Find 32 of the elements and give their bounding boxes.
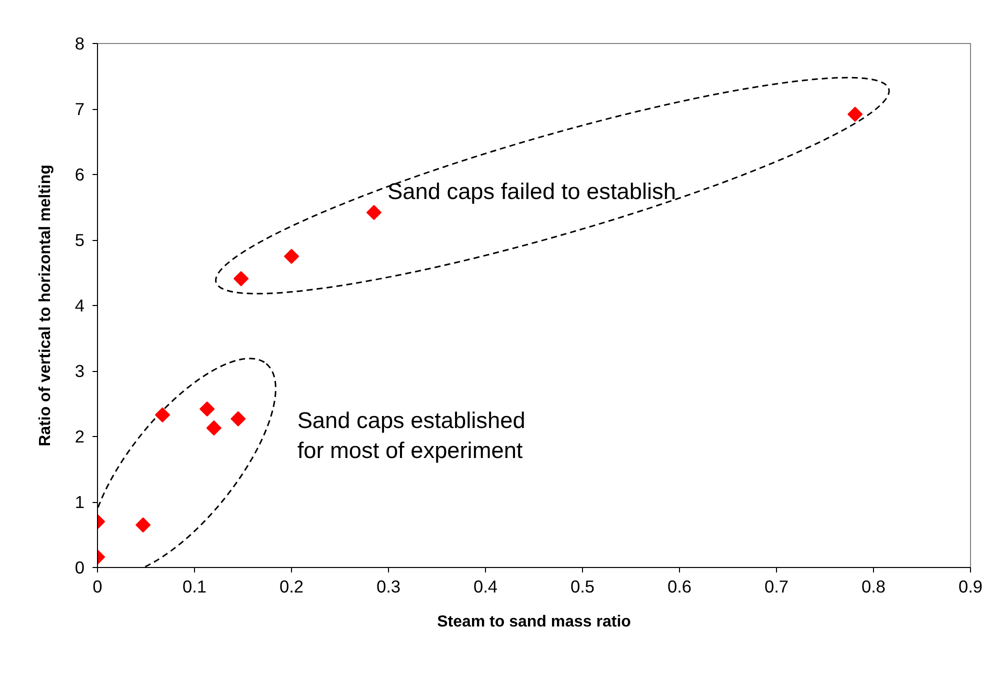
y-axis-title: Ratio of vertical to horizontal melting bbox=[36, 164, 54, 446]
point bbox=[136, 517, 151, 532]
point bbox=[848, 106, 863, 122]
x-tick-label: 0.7 bbox=[764, 576, 789, 596]
x-tick-label: 0.4 bbox=[473, 576, 498, 596]
y-tick-label: 4 bbox=[74, 296, 85, 316]
point bbox=[233, 271, 249, 286]
point bbox=[206, 420, 222, 436]
point bbox=[154, 407, 170, 422]
x-tick-label: 0.2 bbox=[279, 576, 304, 596]
y-tick-label: 8 bbox=[74, 34, 85, 54]
y-tick-label: 5 bbox=[74, 230, 85, 250]
point bbox=[230, 411, 246, 426]
point bbox=[366, 204, 382, 220]
x-tick-label: 0.9 bbox=[958, 576, 983, 596]
y-tick-label: 7 bbox=[74, 99, 85, 119]
point bbox=[200, 401, 215, 417]
y-tick-label: 2 bbox=[74, 426, 85, 446]
annotation: Sand caps failed to establish bbox=[388, 178, 676, 204]
x-tick-label: 0.3 bbox=[376, 576, 401, 596]
x-tick-label: 0.5 bbox=[570, 576, 595, 596]
x-tick-label: 0 bbox=[92, 576, 102, 596]
y-tick-label: 3 bbox=[74, 361, 85, 381]
point bbox=[284, 248, 300, 264]
annotation: Sand caps established for most of experiment bbox=[297, 407, 526, 463]
y-tick-label: 0 bbox=[74, 558, 85, 578]
y-tick-label: 6 bbox=[74, 164, 85, 184]
x-tick-label: 0.6 bbox=[667, 576, 692, 596]
y-tick-label: 1 bbox=[74, 492, 85, 512]
x-axis-title: Steam to sand mass ratio bbox=[437, 614, 632, 630]
x-tick-label: 0.1 bbox=[182, 576, 207, 596]
x-tick-label: 0.8 bbox=[861, 576, 886, 596]
